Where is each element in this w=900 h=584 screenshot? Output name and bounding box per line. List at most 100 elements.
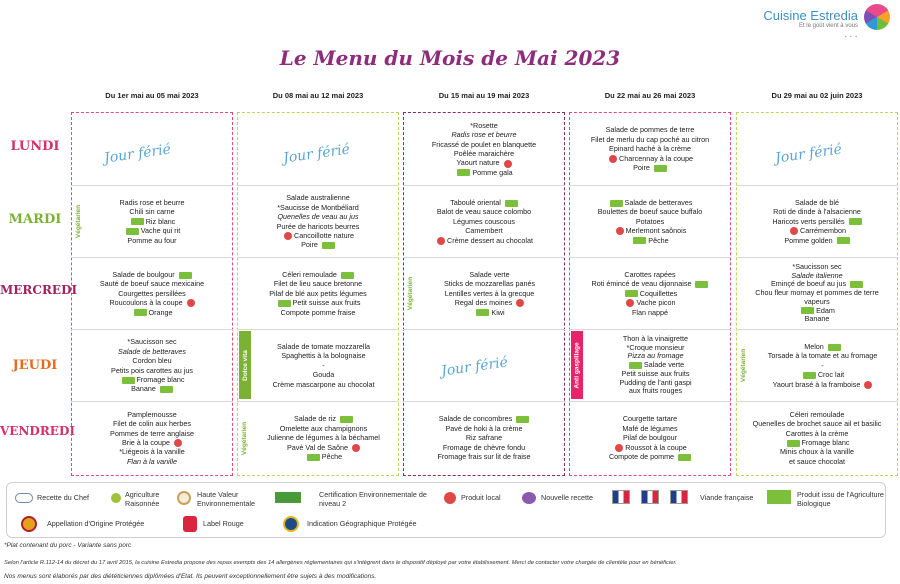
dish: Pavé Val de Saône	[286, 442, 348, 452]
dish: *Saucisse de Montbéliard	[277, 202, 359, 212]
bio-icon	[121, 376, 135, 384]
dish-row: Riz blanc	[129, 217, 175, 226]
bio-icon	[848, 218, 862, 226]
dish: Salade de betteraves	[624, 197, 693, 207]
dish-row: Eminçé de boeuf au jus	[771, 279, 864, 289]
dish: Chili sin carne	[129, 207, 175, 217]
dish: Pamplemousse	[127, 409, 177, 419]
dish: Salade australienne	[286, 193, 350, 203]
dish: Salade de concombres	[438, 414, 513, 424]
local-product-icon	[516, 299, 525, 308]
week-column-2	[237, 112, 399, 476]
dish: Pudding de l'anti gaspi	[619, 377, 692, 387]
menu-w5-vendredi: Céleri remoulade Quenelles de brochet sa…	[736, 402, 898, 474]
bio-icon	[850, 280, 864, 288]
dish-row: Salade de concombres	[439, 414, 530, 423]
legend-new: Nouvelle recette	[541, 493, 593, 502]
dish: Filet de merlu du cap poché au citron	[590, 134, 710, 144]
footer-porc-note: *Plat contenant du porc - Variante sans …	[4, 542, 132, 549]
row-divider	[403, 329, 565, 330]
bio-icon	[836, 237, 850, 245]
dish: Filet de colin aux herbes	[113, 419, 191, 429]
dish: Balot de veau sauce colombo	[436, 207, 532, 217]
dish-row: Salade de betteraves	[608, 197, 693, 207]
dish: Banane	[131, 384, 156, 394]
dish-row: Compote de pomme	[608, 452, 692, 462]
dish: Omelette aux champignons	[279, 423, 368, 433]
dish-row: Pomme gala	[455, 168, 513, 177]
dish-row: Salade de riz	[294, 414, 353, 423]
dish-row: Banane	[131, 384, 173, 393]
dish: Regal des moines	[454, 298, 513, 308]
band-anti-gaspillage-w4: Anti gaspillage	[571, 331, 583, 399]
bio-icon	[678, 453, 692, 461]
dish: Kiwi	[491, 307, 505, 317]
bio-icon	[159, 385, 173, 393]
row-divider	[237, 185, 399, 186]
row-divider	[736, 257, 898, 258]
week-column-5	[736, 112, 898, 476]
dish: Brie à la coupe	[122, 438, 170, 447]
dish-row: Croc lait	[801, 370, 844, 379]
dish: Coquillettes	[639, 288, 678, 298]
dish-row: Petit suisse aux fruits	[276, 298, 360, 307]
bio-icon	[609, 199, 623, 207]
dish: Salade de pommes de terre	[605, 125, 695, 135]
dish: Radis rose et beurre	[119, 197, 185, 207]
dish: Pommes de terre anglaise	[110, 428, 194, 438]
dish-row: Orange	[132, 308, 172, 317]
dish-row: Crème dessert au chocolat	[435, 236, 533, 245]
dish: Carottes rapées	[624, 269, 676, 279]
viande-francaise-icon	[641, 490, 659, 504]
aop-seal-icon	[21, 516, 37, 532]
dish-variant: Flan à la vanille	[127, 456, 177, 466]
dish: Chou fleur mornay et pommes de terre	[755, 288, 879, 298]
dish: *Saucisson sec	[792, 261, 842, 271]
dish: Roussot à la coupe	[625, 442, 687, 452]
dish: Lentilles vertes à la grecque	[444, 288, 535, 298]
dish: Pêche	[648, 235, 669, 245]
menu-w4-jeudi: Thon à la vinaigrette *Croque monsieur P…	[580, 330, 731, 401]
menu-w4-lundi: Salade de pommes de terre Filet de merlu…	[569, 113, 731, 185]
dish-row: Roussot à la coupe	[613, 443, 687, 452]
menu-w3-lundi: *Rosette Radis rose et beurre Fricassé d…	[403, 113, 565, 185]
dish-row: Fromage blanc	[785, 438, 849, 447]
dish: *Liégeois à la vanille	[119, 447, 185, 457]
row-divider	[237, 401, 399, 402]
footer-dieteticiennes-note: Nos menus sont élaborés par des diététic…	[4, 573, 377, 580]
dish: Epinard haché à la crème	[609, 144, 691, 154]
day-label-lundi: LUNDI	[10, 139, 60, 154]
menu-w3-mardi: Taboulé oriental Balot de veau sauce col…	[403, 186, 565, 257]
menu-w1-vendredi: Pamplemousse Filet de colin aux herbes P…	[71, 402, 233, 474]
dish-variant: Salade de betteraves	[118, 346, 186, 356]
dish-row: Pomme golden	[784, 236, 850, 245]
bio-icon	[321, 241, 335, 249]
dish: Compote de pomme	[608, 452, 675, 462]
bio-icon	[786, 439, 800, 447]
row-divider	[71, 257, 233, 258]
menu-w1-jeudi: *Saucisson sec Salade de betteraves Cord…	[71, 330, 233, 401]
dish-row: Pêche	[305, 452, 342, 461]
row-divider	[736, 185, 898, 186]
menu-w5-jeudi: Melon Torsade à la tomate et au fromage …	[747, 330, 898, 401]
bio-icon	[628, 361, 642, 369]
legend-chef: Recette du Chef	[37, 493, 89, 502]
row-divider	[736, 401, 898, 402]
leaf-icon	[111, 493, 121, 503]
dish-variant: Salade italienne	[791, 270, 843, 280]
dish: Croc lait	[817, 370, 845, 380]
dish: Salade verte	[469, 269, 510, 279]
brand-block: Cuisine Estredia Et le goût vient à vous…	[752, 2, 892, 42]
menu-w3-vendredi: Salade de concombres Pavé de hoki à la c…	[403, 402, 565, 474]
dish: Pomme au four	[127, 235, 177, 245]
bio-icon	[653, 164, 667, 172]
menu-w4-mardi: Salade de betteraves Boulettes de boeuf …	[569, 186, 731, 257]
dish-row: Edam	[799, 306, 835, 316]
dish-row: Salade verte	[627, 360, 684, 370]
new-recipe-icon	[522, 492, 536, 504]
dish-row: Regal des moines	[454, 298, 525, 308]
row-divider	[569, 329, 731, 330]
menu-w4-vendredi: Courgette tartare Mafé de légumes Pilaf …	[569, 402, 731, 474]
local-product-icon	[173, 439, 182, 448]
menu-w2-jeudi: Salade de tomate mozzarella Spaghettis à…	[248, 330, 399, 401]
